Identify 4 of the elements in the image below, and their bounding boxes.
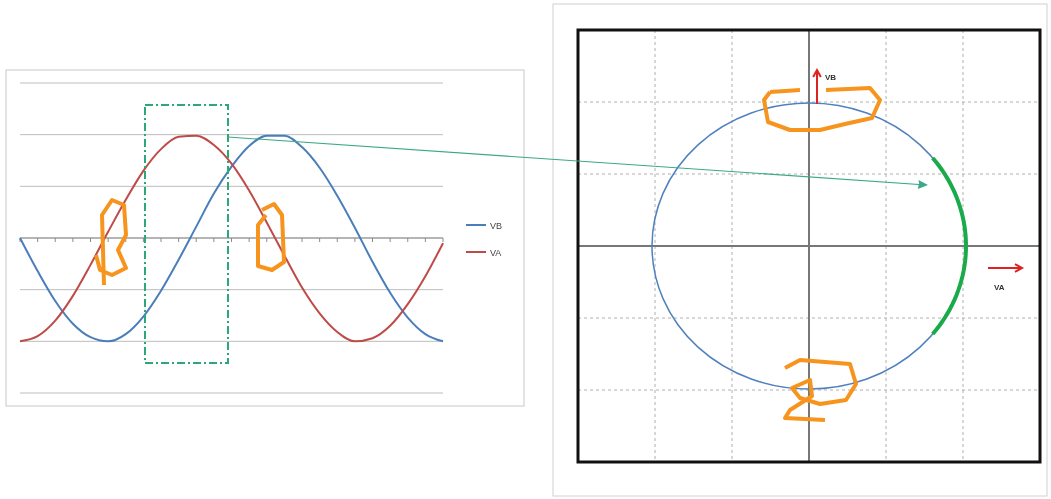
text: VB: [825, 73, 837, 82]
legend-label: VB: [490, 221, 503, 231]
text: VA: [994, 283, 1005, 292]
legend-label: VA: [490, 248, 502, 258]
